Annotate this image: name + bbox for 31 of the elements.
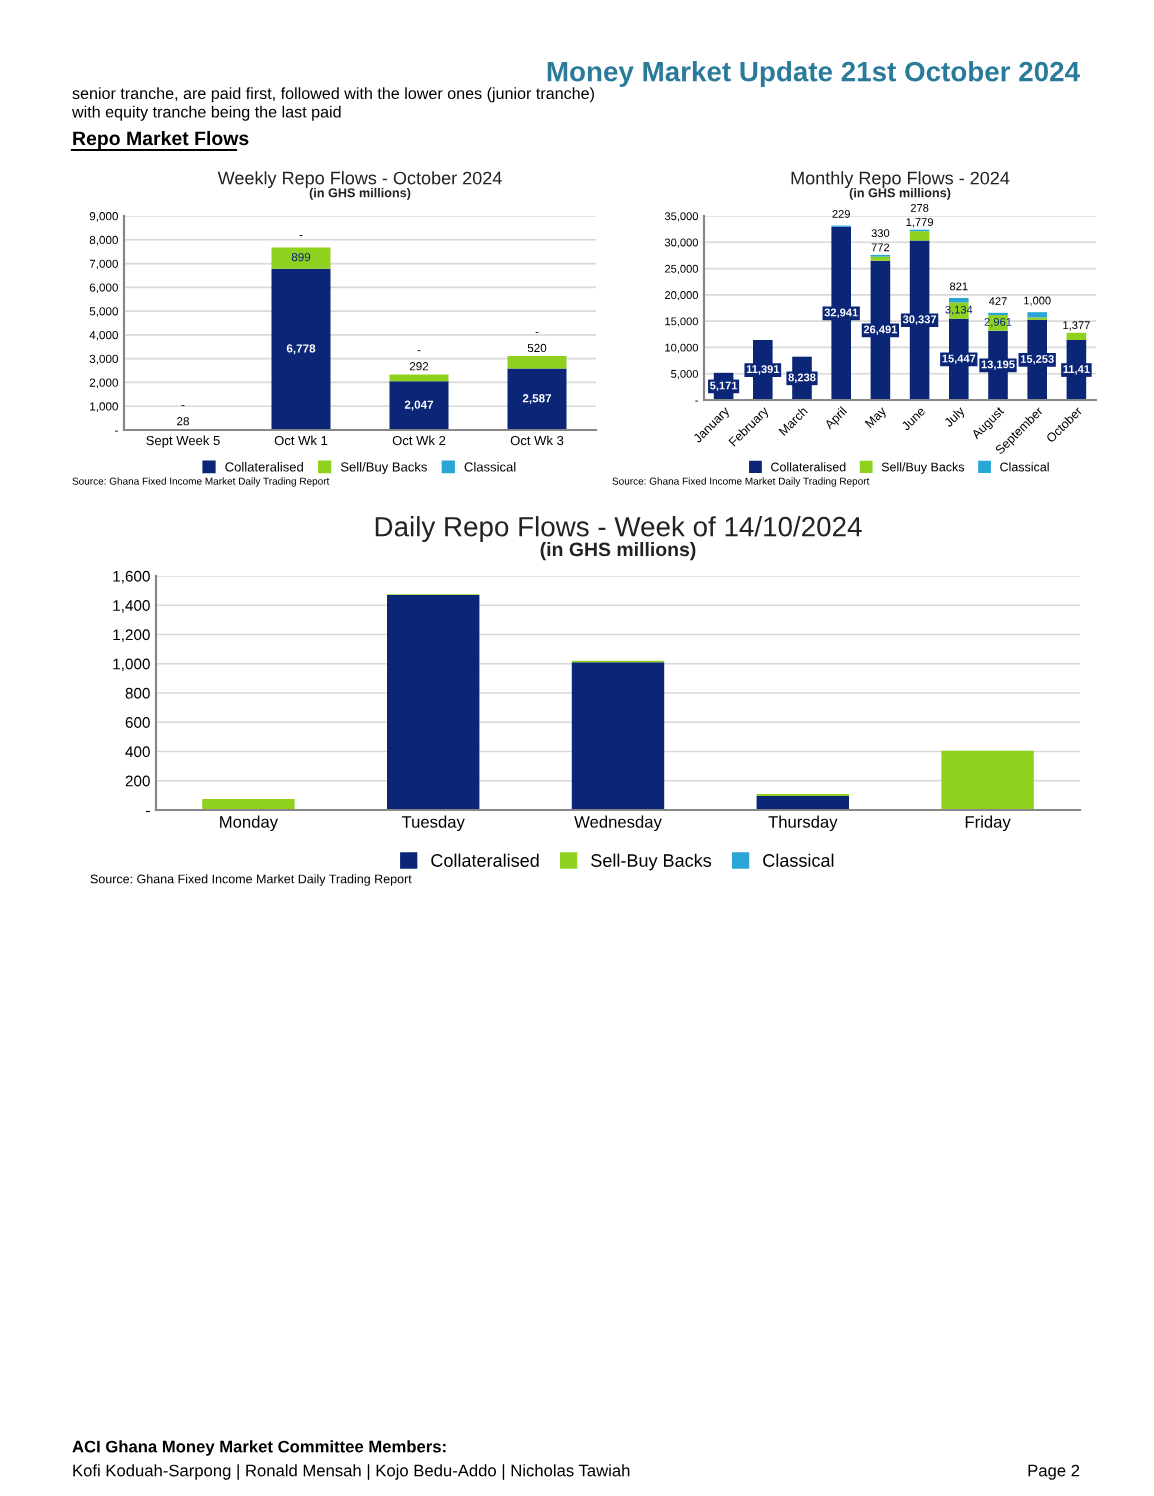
text: Kofi Koduah-Sarpong | Ronald Mensah | Kojo Bedu-Addo | Nicholas Tawiah [73,1464,630,1480]
chart-title: Daily Repo Flows - Week of 14/10/2024 [375,516,862,542]
bar [1027,312,1047,318]
text: senior tranche, are paid first, followed with the lower ones (junior tranche) with equity tranche being the last paid [71,87,594,121]
chart-title: Weekly Repo Flows - October 2024 [217,171,502,188]
bar [571,662,665,810]
text: Page 2 [1028,1464,1080,1480]
chart-title: Monthly Repo Flows - 2024 [791,171,1010,188]
bar [507,356,567,369]
x-tick-label: Tuesday [401,815,465,832]
bar [387,595,480,810]
text: ACI Ghana Money Market Committee Members: [72,1440,446,1456]
legend-label: Sell-Buy Backs [591,853,712,871]
bar [202,799,295,810]
text: Money Market Update 21st October 2024 [547,61,1080,87]
x-tick-label: Friday [965,815,1011,832]
x-tick-label: Monday [220,815,279,832]
bar [389,374,449,382]
bar [1066,332,1087,341]
x-tick-label: Wednesday [574,815,662,832]
chart-subtitle: (in GHS millions) [540,542,696,561]
text: Repo Market Flows [73,130,249,150]
legend-label: Classical [763,853,834,867]
bar [909,231,930,241]
bar [271,247,331,269]
bar [507,368,567,430]
bar [941,750,1034,810]
bar [271,268,331,430]
x-tick-label: Thursday [768,815,838,832]
legend-label: Collateralised [431,853,539,867]
bar [756,796,849,810]
